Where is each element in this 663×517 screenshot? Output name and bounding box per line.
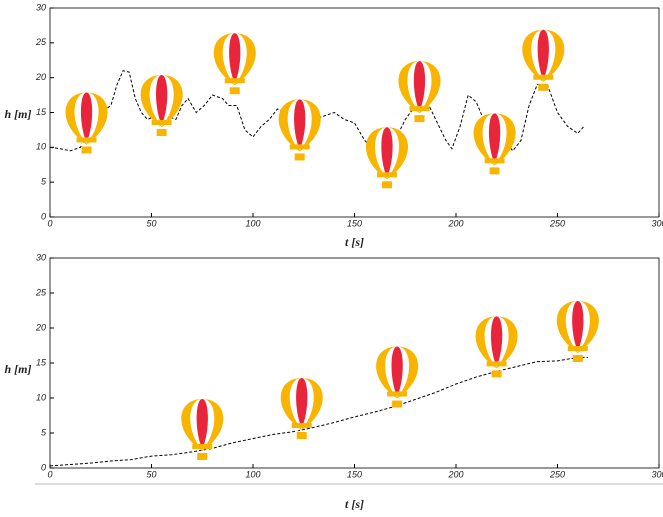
x-tick-label: 100	[245, 469, 260, 479]
balloon	[281, 378, 323, 439]
x-tick-label: 100	[245, 218, 260, 228]
balloon-band	[533, 75, 553, 80]
balloon-basket	[392, 401, 402, 408]
balloon	[398, 61, 440, 122]
balloon	[557, 301, 599, 362]
y-tick-label: 25	[35, 37, 47, 47]
y-tick-label: 20	[35, 322, 46, 332]
balloon-basket	[490, 167, 500, 174]
balloon-basket	[197, 453, 207, 460]
balloon-band	[568, 346, 588, 351]
balloon-band	[409, 106, 429, 111]
balloon-basket	[573, 355, 583, 362]
y-tick-label: 10	[36, 392, 46, 402]
y-tick-label: 0	[41, 211, 46, 221]
balloon-band	[292, 423, 312, 428]
x-tick-label: 200	[447, 218, 463, 228]
x-tick-label: 0	[47, 218, 52, 228]
figure: 050100150200250300051015202530t [s]h [m]…	[0, 0, 663, 517]
x-tick-label: 50	[146, 469, 156, 479]
balloon-basket	[297, 432, 307, 439]
balloon-band	[290, 144, 310, 149]
balloon-band	[77, 137, 97, 142]
balloon	[376, 347, 418, 408]
balloon-band	[487, 361, 507, 366]
balloon-basket	[382, 181, 392, 188]
balloon-basket	[82, 146, 92, 153]
balloon	[474, 113, 516, 174]
y-axis-title: h [m]	[5, 107, 32, 121]
balloon-band	[485, 158, 505, 163]
y-tick-label: 25	[35, 287, 47, 297]
y-tick-label: 20	[35, 72, 46, 82]
y-tick-label: 0	[41, 462, 46, 472]
y-tick-label: 5	[41, 427, 47, 437]
x-axis-title: t [s]	[345, 235, 364, 249]
x-tick-label: 200	[447, 469, 463, 479]
balloon-band	[387, 392, 407, 397]
balloon-basket	[414, 115, 424, 122]
balloon-basket	[157, 129, 167, 136]
x-axis-title: t [s]	[345, 497, 364, 511]
y-tick-label: 15	[36, 357, 47, 367]
balloon	[66, 92, 108, 153]
x-tick-label: 50	[146, 218, 156, 228]
balloon-basket	[538, 84, 548, 91]
x-tick-label: 250	[549, 469, 565, 479]
balloon	[366, 127, 408, 188]
x-tick-label: 300	[651, 469, 663, 479]
balloon	[181, 399, 223, 460]
balloon-band	[225, 78, 245, 83]
balloon-basket	[295, 153, 305, 160]
balloon	[214, 33, 256, 94]
balloon-band	[192, 444, 212, 449]
x-tick-label: 300	[651, 218, 663, 228]
x-tick-label: 150	[347, 469, 362, 479]
y-axis-title: h [m]	[5, 362, 32, 376]
balloon-basket	[492, 370, 502, 377]
y-tick-label: 10	[36, 142, 46, 152]
balloon	[522, 30, 564, 91]
plot-frame	[50, 258, 659, 468]
y-tick-label: 30	[36, 2, 46, 12]
y-tick-label: 30	[36, 252, 46, 262]
balloon-band	[152, 120, 172, 125]
balloon-band	[377, 172, 397, 177]
x-tick-label: 0	[47, 469, 52, 479]
balloon	[476, 316, 518, 377]
balloon	[279, 99, 321, 160]
y-tick-label: 15	[36, 107, 47, 117]
x-tick-label: 250	[549, 218, 565, 228]
balloon-basket	[230, 87, 240, 94]
x-tick-label: 150	[347, 218, 362, 228]
balloon	[141, 75, 183, 136]
y-tick-label: 5	[41, 177, 47, 187]
plot-frame	[50, 8, 659, 217]
